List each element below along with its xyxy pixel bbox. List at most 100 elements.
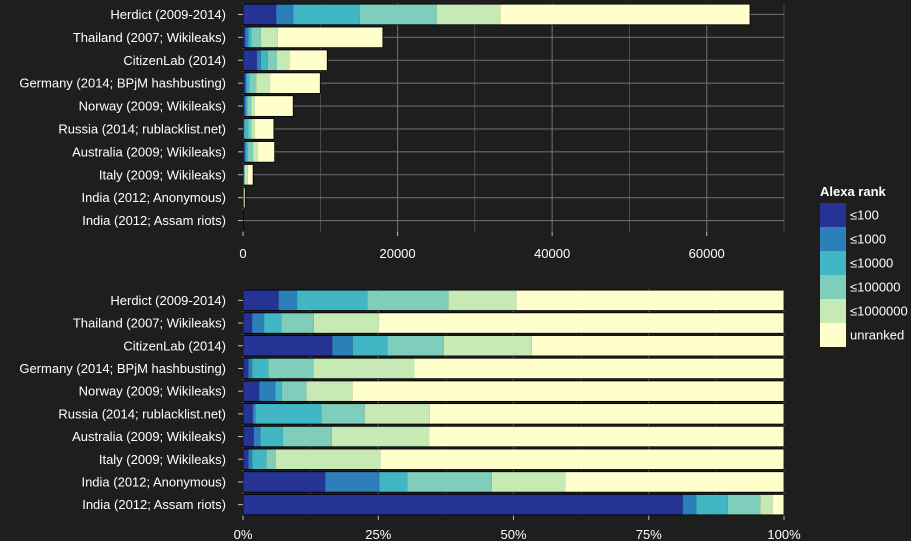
- top-x-tick-label: 20000: [379, 246, 415, 261]
- bottom-bar-segment: [380, 449, 784, 470]
- bottom-bar-segment: [243, 426, 254, 447]
- bottom-category-label: Russia (2014; rublacklist.net): [58, 406, 226, 421]
- top-x-tick-label: 0: [239, 246, 246, 261]
- bottom-bar-segment: [243, 358, 249, 379]
- bottom-bar-segment: [407, 471, 492, 493]
- top-category-label: Norway (2009; Wikileaks): [79, 99, 226, 114]
- top-bar-segment: [243, 141, 245, 163]
- bottom-bar-segment: [429, 403, 784, 425]
- top-bar-segment: [243, 49, 257, 71]
- top-bar-segment: [248, 141, 254, 163]
- bottom-category-label: India (2012; Assam riots): [82, 497, 226, 512]
- top-bar-segment: [244, 141, 246, 163]
- bottom-bar-segment: [281, 380, 307, 402]
- bottom-bar-segment: [252, 449, 267, 470]
- bottom-bar-segment: [243, 403, 253, 425]
- top-category-label: India (2012; Anonymous): [81, 190, 226, 205]
- top-bar-segment: [251, 118, 255, 140]
- bottom-bar-segment: [321, 403, 365, 425]
- bottom-category-label: Norway (2009; Wikileaks): [79, 384, 226, 399]
- legend-label: unranked: [850, 328, 904, 343]
- top-bar-segment: [436, 4, 501, 25]
- top-bar-segment: [249, 72, 257, 94]
- bottom-bar-segment: [243, 449, 249, 470]
- bottom-bar-segment: [248, 358, 253, 379]
- bottom-x-tick-label: 50%: [500, 527, 526, 541]
- bottom-bar-segment: [760, 494, 773, 515]
- bottom-category-label: Germany (2014; BPjM hashbusting): [19, 361, 226, 376]
- top-bar-segment: [260, 27, 278, 48]
- top-bar-segment: [243, 27, 246, 48]
- bottom-category-label: CitizenLab (2014): [123, 338, 226, 353]
- bottom-bar-segment: [252, 403, 256, 425]
- bottom-bar-segment: [260, 426, 284, 447]
- top-bar-segment: [267, 49, 278, 71]
- top-bar-segment: [253, 141, 258, 163]
- legend-swatch: [820, 323, 846, 347]
- bottom-bar-segment: [275, 380, 282, 402]
- bottom-bar-segment: [313, 358, 415, 379]
- top-bar-segment: [257, 141, 275, 163]
- bottom-bar-segment: [252, 312, 265, 334]
- bottom-bar-segment: [313, 312, 379, 334]
- top-bar-segment: [270, 72, 321, 94]
- bottom-bar-segment: [387, 335, 444, 356]
- bottom-bar-segment: [248, 449, 253, 470]
- bottom-bar-segment: [325, 471, 380, 493]
- legend-swatch: [820, 299, 846, 323]
- bottom-bar-segment: [264, 312, 282, 334]
- legend-swatch: [820, 227, 846, 251]
- bottom-bar-segment: [332, 335, 353, 356]
- top-panel-counts: Herdict (2009-2014) Thailand (2007; Wikil…: [19, 3, 785, 261]
- bottom-bar-segment: [266, 449, 277, 470]
- bottom-panel-proportions: Herdict (2009-2014) Thailand (2007; Wikil…: [19, 289, 801, 541]
- legend-swatch: [820, 251, 846, 275]
- bottom-category-label: Thailand (2007; Wikileaks): [73, 316, 226, 331]
- top-bar-segment: [254, 118, 274, 140]
- top-x-tick-label: 60000: [689, 246, 725, 261]
- bottom-bar-segment: [378, 312, 784, 334]
- bottom-bar-segment: [259, 380, 276, 402]
- top-bar-segment: [243, 118, 245, 140]
- top-bar-segment: [244, 95, 247, 117]
- bottom-bar-segment: [243, 335, 333, 356]
- bottom-bar-segment: [379, 471, 408, 493]
- top-bar-segment: [243, 4, 277, 25]
- bottom-bar-segment: [516, 290, 784, 311]
- top-bar-segment: [359, 4, 437, 25]
- top-bar-segment: [251, 27, 261, 48]
- bottom-x-tick-label: 25%: [365, 527, 391, 541]
- bottom-bar-segment: [367, 290, 449, 311]
- top-bar-segment: [254, 95, 294, 117]
- top-bar-segment: [289, 49, 328, 71]
- top-bar-segment: [245, 27, 249, 48]
- top-bar-segment: [243, 164, 245, 186]
- top-bar-segment: [245, 141, 249, 163]
- top-category-label: Russia (2014; rublacklist.net): [58, 121, 226, 136]
- top-category-label: India (2012; Assam riots): [82, 213, 226, 228]
- top-bar-segment: [293, 4, 360, 25]
- bottom-bar-segment: [243, 290, 279, 311]
- top-category-label: Thailand (2007; Wikileaks): [73, 30, 226, 45]
- bottom-bar-segment: [278, 290, 298, 311]
- top-bar-segment: [247, 95, 252, 117]
- top-bar-segment: [276, 4, 294, 25]
- legend-label: ≤100000: [850, 280, 901, 295]
- top-bar-segment: [248, 27, 252, 48]
- top-bar-segment: [246, 72, 250, 94]
- top-bar-segment: [244, 164, 248, 186]
- legend-swatch: [820, 203, 846, 227]
- bottom-bar-segment: [283, 426, 332, 447]
- top-bar-segment: [243, 95, 245, 117]
- top-bar-segment: [248, 118, 252, 140]
- bottom-bar-segment: [276, 449, 381, 470]
- top-category-label: Herdict (2009-2014): [110, 7, 226, 22]
- legend-label: ≤1000000: [850, 304, 908, 319]
- bottom-bar-segment: [565, 471, 784, 493]
- top-bar-segment: [251, 95, 255, 117]
- bottom-bar-segment: [682, 494, 697, 515]
- top-bar-segment: [277, 27, 383, 48]
- bottom-bar-segment: [352, 335, 388, 356]
- legend-label: ≤10000: [850, 256, 893, 271]
- bottom-bar-segment: [772, 494, 784, 515]
